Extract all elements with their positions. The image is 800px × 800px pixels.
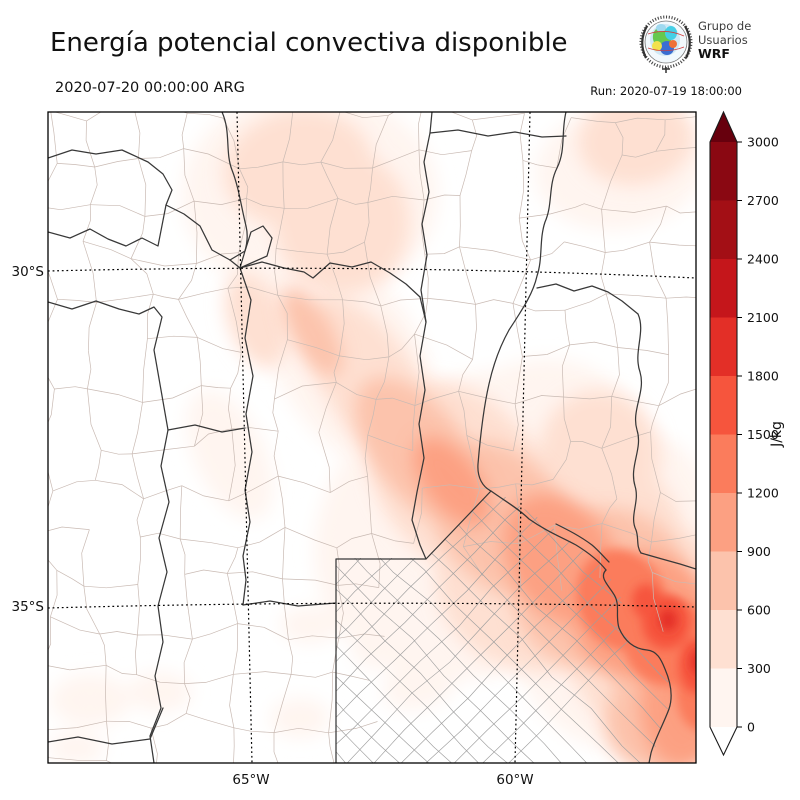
colorbar-ticks	[737, 141, 742, 728]
logo-line3: WRF	[698, 46, 730, 61]
department-boundaries	[48, 112, 696, 763]
logo-line1: Grupo de	[698, 19, 752, 33]
province-boundaries	[48, 112, 696, 763]
valid-time-label: 2020-07-20 00:00:00 ARG	[55, 80, 245, 96]
colorbar-segment	[710, 493, 737, 552]
map-border	[47, 111, 697, 764]
colorbar-segment	[710, 376, 737, 435]
colorbar: 0 300 600 900 1200 1500 1800 2100 2400 2…	[709, 110, 785, 757]
colorbar-segment	[710, 610, 737, 669]
colorbar-tick-label: 1200	[747, 486, 779, 501]
logo-ring	[639, 15, 693, 69]
page-title: Energía potencial convectiva disponible	[50, 28, 568, 58]
lon-tick-60w: 60°W	[496, 772, 533, 788]
logo-map-art	[647, 24, 685, 56]
colorbar-tick-label: 1500	[747, 427, 779, 442]
colorbar-segment	[710, 317, 737, 376]
colorbar-tick-label: 300	[747, 661, 771, 676]
colorbar-segment	[710, 200, 737, 259]
wrf-logo-emblem	[639, 15, 693, 73]
colorbar-segment	[710, 551, 737, 610]
colorbar-tick-label: 2100	[747, 310, 779, 325]
colorbar-tick-label: 1800	[747, 369, 779, 384]
logo-laurel-left	[641, 25, 648, 59]
parallel-35s	[48, 602, 696, 609]
colorbar-segment	[710, 668, 737, 727]
colorbar-tick-label: 600	[747, 603, 771, 618]
lat-tick-35s: 35°S	[12, 599, 45, 615]
colorbar-tick-label: 2400	[747, 252, 779, 267]
colorbar-segment	[710, 142, 737, 201]
colorbar-tick-label: 0	[747, 720, 755, 735]
colorbar-segment	[710, 434, 737, 493]
parallel-30s	[48, 267, 696, 279]
colorbar-segment	[710, 259, 737, 318]
graticule	[48, 112, 696, 763]
colorbar-tick-label: 900	[747, 544, 771, 559]
colorbar-under-arrow	[710, 727, 737, 755]
lon-tick-65w: 65°W	[232, 772, 269, 788]
logo-laurel-right	[684, 25, 691, 59]
logo-line2: Usuarios	[698, 32, 748, 47]
colorbar-tick-label: 2700	[747, 193, 779, 208]
colorbar-over-arrow	[710, 112, 737, 142]
lat-tick-30s: 30°S	[12, 264, 45, 280]
colorbar-tick-label: 3000	[747, 135, 779, 150]
logo-text: Grupo de Usuarios WRF	[698, 19, 752, 61]
run-time-label: Run: 2020-07-19 18:00:00	[590, 84, 742, 98]
logo-tassel	[662, 67, 670, 73]
colorbar-unit-label: J/kg	[769, 421, 785, 448]
